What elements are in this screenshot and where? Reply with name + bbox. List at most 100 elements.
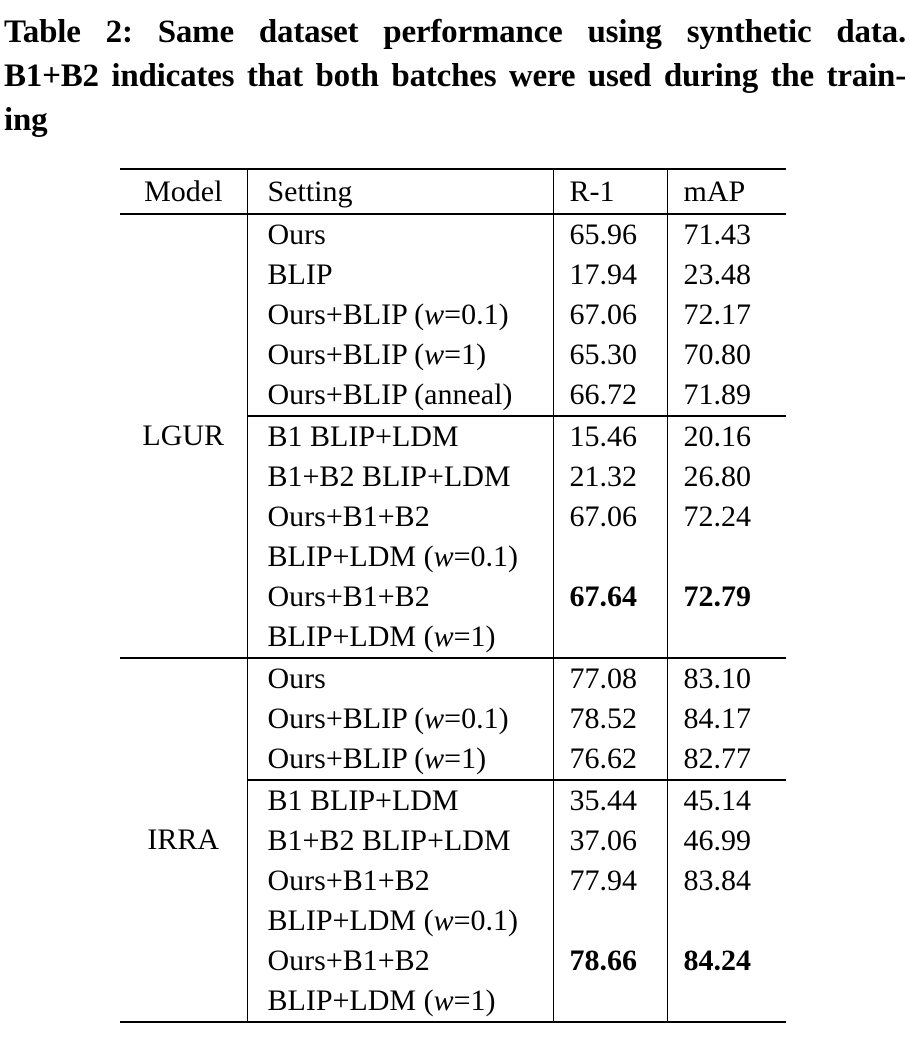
map-value: 46.99 [683, 824, 752, 857]
caption-line-2: B1+B2 indicates that both batches were u… [4, 58, 906, 94]
r1-value: 65.30 [553, 335, 668, 375]
setting-line: Ours+BLIP (w=0.1) [267, 298, 509, 331]
setting-line: Ours+B1+B2 [267, 864, 430, 897]
setting-cell: Ours+BLIP (w=1) [247, 335, 554, 375]
setting-cell: Ours+B1+B2 BLIP+LDM (w=0.1) [247, 861, 554, 941]
r1-value: 78.52 [553, 699, 668, 739]
setting-line: BLIP [267, 258, 333, 291]
model-label: IRRA [120, 658, 248, 1023]
results-table: Model Setting R-1 mAP LGUR Ours 65.96 71.43… [120, 168, 786, 1023]
setting-line: Ours [267, 662, 326, 695]
setting-line: B1+B2 BLIP+LDM [267, 824, 511, 857]
math-var-w: w [424, 298, 445, 331]
header-row: Model Setting R-1 mAP [120, 169, 786, 214]
map-value: 72.79 [667, 577, 786, 659]
setting-line: BLIP+LDM (w=1) [267, 984, 496, 1017]
r1-value: 17.94 [553, 255, 668, 295]
table-row: IRRA Ours 77.08 83.10 [120, 658, 786, 1023]
map-value: 83.84 [683, 864, 752, 897]
setting-cell: B1+B2 BLIP+LDM [247, 457, 554, 497]
header-r1: R-1 [553, 169, 668, 214]
math-var-w: w [424, 338, 445, 371]
table-row: B1+B2 BLIP+LDM 37.06 46.99 [120, 821, 786, 861]
table-row: B1 BLIP+LDM 35.44 45.14 [120, 779, 786, 821]
setting-cell: B1 BLIP+LDM [247, 779, 554, 821]
map-value: 71.89 [683, 378, 752, 411]
setting-cell: Ours+B1+B2 BLIP+LDM (w=1) [247, 577, 554, 659]
setting-cell: Ours+B1+B2 BLIP+LDM (w=1) [247, 941, 554, 1023]
map-value: 84.24 [667, 941, 786, 1023]
header-setting: Setting [247, 169, 554, 214]
paper-page: Table 2: Same dataset performance using … [4, 14, 906, 1023]
setting-line: Ours+B1+B2 [267, 944, 430, 977]
setting-cell: Ours+B1+B2 BLIP+LDM (w=0.1) [247, 497, 554, 577]
map-value: 72.17 [683, 298, 752, 331]
setting-cell: Ours+BLIP (anneal) [247, 375, 554, 416]
setting-cell: Ours [247, 658, 554, 699]
setting-line: Ours+BLIP (w=1) [267, 742, 487, 775]
setting-line: Ours+B1+B2 [267, 580, 430, 613]
r1-value: 67.06 [553, 497, 668, 577]
map-value: 84.17 [683, 702, 752, 735]
setting-cell: B1+B2 BLIP+LDM [247, 821, 554, 861]
table-row: Ours+B1+B2 BLIP+LDM (w=1) 67.64 72.79 [120, 577, 786, 659]
table-row: Ours+BLIP (w=0.1) 67.06 72.17 [120, 295, 786, 335]
table-row: Ours+BLIP (w=1) 65.30 70.80 [120, 335, 786, 375]
table-row: Ours+B1+B2 BLIP+LDM (w=0.1) 77.94 83.84 [120, 861, 786, 941]
math-var-w: w [433, 984, 454, 1017]
table-row: BLIP 17.94 23.48 [120, 255, 786, 295]
r1-value: 65.96 [553, 214, 668, 255]
setting-cell: Ours [247, 214, 554, 255]
model-label: LGUR [120, 214, 248, 659]
setting-line: B1 BLIP+LDM [267, 420, 459, 453]
math-var-w: w [424, 742, 445, 775]
r1-value: 78.66 [553, 941, 668, 1023]
r1-value: 67.06 [553, 295, 668, 335]
setting-cell: Ours+BLIP (w=1) [247, 739, 554, 780]
setting-line: B1 BLIP+LDM [267, 784, 459, 817]
setting-cell: Ours+BLIP (w=0.1) [247, 699, 554, 739]
setting-line: B1+B2 BLIP+LDM [267, 460, 511, 493]
r1-value: 77.08 [553, 658, 668, 699]
r1-value: 77.94 [553, 861, 668, 941]
map-value: 70.80 [683, 338, 752, 371]
r1-value: 76.62 [553, 739, 668, 780]
r1-value: 66.72 [553, 375, 668, 416]
map-value: 82.77 [683, 742, 752, 775]
math-var-w: w [433, 620, 454, 653]
setting-line: Ours [267, 218, 326, 251]
table-body: LGUR Ours 65.96 71.43 BLIP 17.94 23.48 Ours+BLI… [120, 214, 786, 1023]
setting-cell: B1 BLIP+LDM [247, 415, 554, 457]
caption-line-3: ing [4, 102, 48, 138]
setting-line: Ours+B1+B2 [267, 500, 430, 533]
setting-cell: Ours+BLIP (w=0.1) [247, 295, 554, 335]
setting-line: BLIP+LDM (w=0.1) [267, 540, 519, 573]
table-row: Ours+BLIP (anneal) 66.72 71.89 [120, 375, 786, 416]
caption-line-1: Table 2: Same dataset performance using … [4, 14, 906, 50]
setting-cell: BLIP [247, 255, 554, 295]
setting-line: BLIP+LDM (w=0.1) [267, 904, 519, 937]
table-row: Ours+B1+B2 BLIP+LDM (w=1) 78.66 84.24 [120, 941, 786, 1023]
r1-value: 15.46 [553, 415, 668, 457]
header-map: mAP [683, 175, 746, 208]
table-row: Ours+BLIP (w=1) 76.62 82.77 [120, 739, 786, 780]
map-value: 23.48 [683, 258, 752, 291]
setting-line: Ours+BLIP (anneal) [267, 378, 513, 411]
table-row: B1 BLIP+LDM 15.46 20.16 [120, 415, 786, 457]
r1-value: 35.44 [553, 779, 668, 821]
table-row: Ours+B1+B2 BLIP+LDM (w=0.1) 67.06 72.24 [120, 497, 786, 577]
map-value: 45.14 [667, 779, 786, 821]
header-model: Model [120, 169, 248, 214]
setting-line: Ours+BLIP (w=1) [267, 338, 487, 371]
table-row: Ours+BLIP (w=0.1) 78.52 84.17 [120, 699, 786, 739]
table-row: LGUR Ours 65.96 71.43 [120, 214, 786, 659]
r1-value: 67.64 [553, 577, 668, 659]
math-var-w: w [433, 904, 454, 937]
map-value: 20.16 [667, 415, 786, 457]
math-var-w: w [433, 540, 454, 573]
math-var-w: w [424, 702, 445, 735]
r1-value: 37.06 [553, 821, 668, 861]
map-value: 72.24 [683, 500, 752, 533]
map-value: 71.43 [683, 218, 752, 251]
r1-value: 21.32 [553, 457, 668, 497]
